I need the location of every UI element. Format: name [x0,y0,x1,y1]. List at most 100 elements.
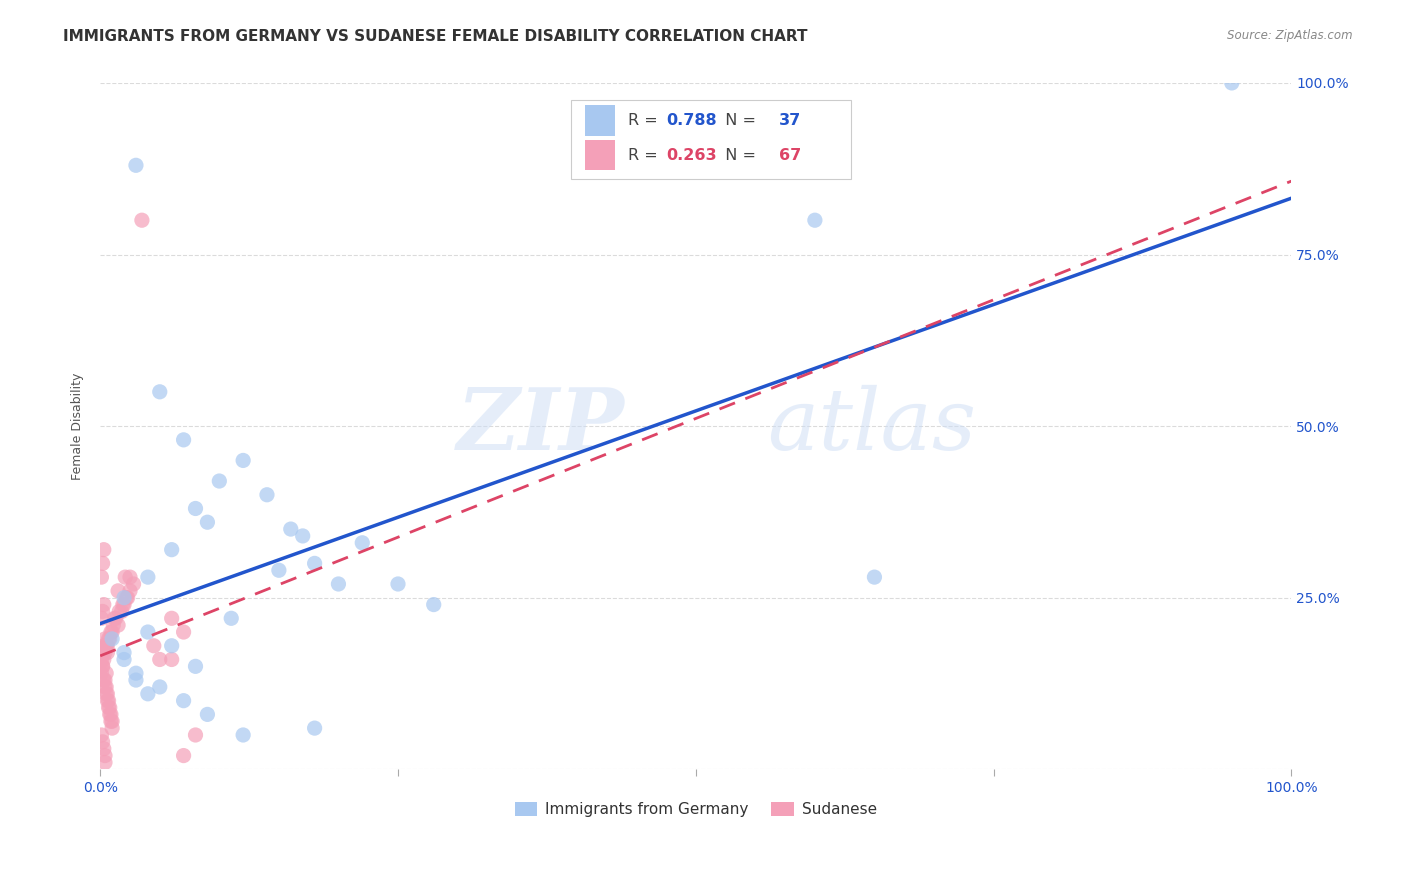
Point [184,728,207,742]
Point [91,604,114,618]
Point [96,687,118,701]
Point [149,652,172,666]
Text: R =: R = [628,113,662,128]
Point [387,577,409,591]
Point [103,611,125,625]
Point [94,756,117,770]
Point [328,577,350,591]
Point [115,591,138,605]
Text: 0.788: 0.788 [666,113,717,128]
Point [96,680,118,694]
Point [131,213,153,227]
Point [118,583,141,598]
Point [97,694,120,708]
Point [90,611,112,625]
Point [96,694,118,708]
Point [149,384,172,399]
Point [160,611,183,625]
Point [90,666,112,681]
Point [91,659,114,673]
Point [90,728,112,742]
Point [184,659,207,673]
Point [96,687,118,701]
Point [267,563,290,577]
Text: N =: N = [714,147,761,162]
Text: R =: R = [628,147,662,162]
Point [98,700,121,714]
Point [256,488,278,502]
Bar [585,105,614,136]
Text: atlas: atlas [768,384,976,467]
Text: 37: 37 [779,113,801,128]
Point [107,618,129,632]
Point [863,570,886,584]
Point [149,680,172,694]
Point [1220,76,1243,90]
Point [107,583,129,598]
Point [184,501,207,516]
Point [352,536,374,550]
Point [100,707,122,722]
Point [160,542,183,557]
Point [93,741,115,756]
Point [98,632,121,646]
Point [97,700,120,714]
Bar [571,100,851,179]
Point [173,748,195,763]
Point [136,625,159,640]
Point [108,604,131,618]
Point [173,694,195,708]
Point [422,598,444,612]
Point [91,646,114,660]
Point [142,639,165,653]
Point [122,577,145,591]
Point [97,632,120,646]
Point [118,570,141,584]
Point [93,673,115,687]
Point [96,639,118,653]
Point [111,598,134,612]
Point [90,652,112,666]
Point [114,570,136,584]
Point [291,529,314,543]
Point [304,557,326,571]
Point [232,453,254,467]
Point [280,522,302,536]
Point [103,618,125,632]
Point [173,433,195,447]
Point [125,666,148,681]
Point [96,639,118,653]
Point [98,707,121,722]
Point [101,625,124,640]
Point [100,714,122,729]
Point [93,598,115,612]
Point [104,611,127,625]
Point [94,680,117,694]
Point [125,158,148,172]
Point [219,611,242,625]
Point [111,604,134,618]
Point [197,515,219,529]
Point [160,652,183,666]
Point [94,748,117,763]
Point [93,639,115,653]
Point [94,632,117,646]
Point [93,542,115,557]
Point [136,570,159,584]
Text: 67: 67 [779,147,801,162]
Point [160,639,183,653]
Text: Source: ZipAtlas.com: Source: ZipAtlas.com [1227,29,1353,42]
Point [173,625,195,640]
Text: 0.263: 0.263 [666,147,717,162]
Point [804,213,827,227]
Y-axis label: Female Disability: Female Disability [72,373,84,480]
Text: N =: N = [714,113,761,128]
Point [91,557,114,571]
Bar [585,139,614,170]
Point [94,646,117,660]
Point [96,646,118,660]
Point [117,591,139,605]
Point [208,474,231,488]
Text: ZIP: ZIP [457,384,624,468]
Legend: Immigrants from Germany, Sudanese: Immigrants from Germany, Sudanese [509,797,883,823]
